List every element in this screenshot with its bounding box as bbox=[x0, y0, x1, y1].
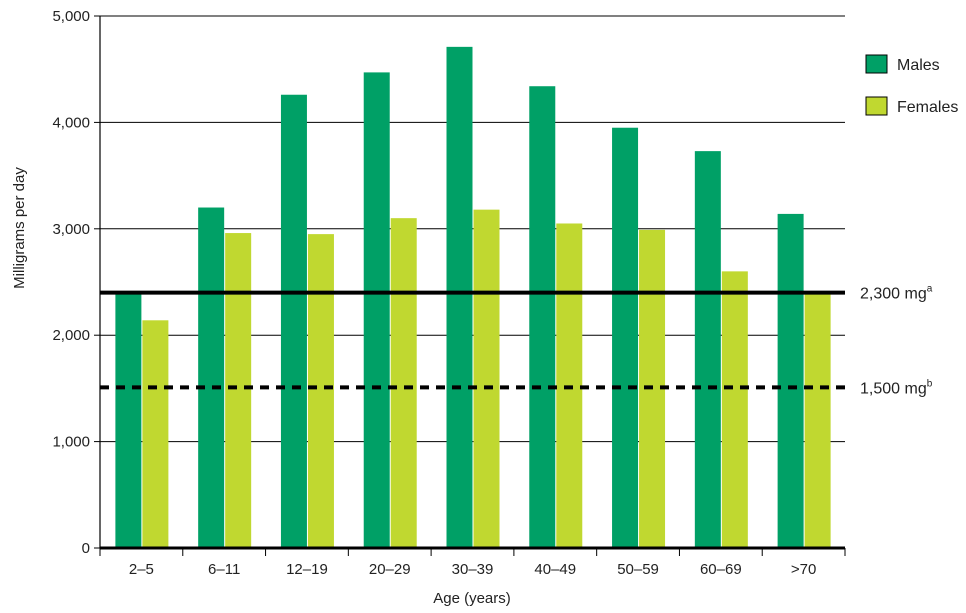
y-tick-label: 4,000 bbox=[52, 114, 90, 131]
reference-lines: 2,300 mga 1,500 mgb bbox=[100, 284, 933, 397]
x-tick-label: >70 bbox=[791, 561, 816, 578]
reference-line-label: 1,500 mgb bbox=[860, 378, 933, 397]
bar-males-7 bbox=[694, 151, 721, 549]
x-axis-title: Age (years) bbox=[433, 590, 511, 607]
x-tick-label: 40–49 bbox=[534, 561, 576, 578]
bar-males-2 bbox=[280, 94, 307, 549]
bars bbox=[115, 46, 831, 549]
bar-females-3 bbox=[390, 218, 417, 548]
bar-females-8 bbox=[804, 292, 831, 548]
axes bbox=[94, 15, 846, 556]
bar-males-0 bbox=[115, 292, 142, 548]
x-tick-label: 2–5 bbox=[129, 561, 154, 578]
bar-males-8 bbox=[777, 213, 804, 549]
x-tick-label: 50–59 bbox=[617, 561, 659, 578]
x-tick-label: 12–19 bbox=[286, 561, 328, 578]
bar-females-4 bbox=[473, 209, 500, 548]
legend-label-females: Females bbox=[897, 99, 958, 116]
y-tick-label: 5,000 bbox=[52, 8, 90, 25]
x-tick-label: 6–11 bbox=[208, 561, 240, 578]
y-tick-label: 1,000 bbox=[52, 434, 90, 451]
legend-swatch-males bbox=[865, 54, 888, 74]
bar-males-1 bbox=[198, 207, 225, 548]
x-tick-labels: 2–5 6–11 12–19 20–29 30–39 40–49 50–59 60–69 >70 bbox=[129, 561, 816, 578]
y-tick-labels: 0 1,000 2,000 3,000 4,000 5,000 bbox=[52, 8, 90, 557]
y-tick-label: 3,000 bbox=[52, 221, 90, 238]
x-tick-label: 20–29 bbox=[369, 561, 411, 578]
bar-females-0 bbox=[142, 320, 169, 548]
bar-males-6 bbox=[612, 127, 639, 548]
y-axis-title: Milligrams per day bbox=[11, 167, 28, 289]
legend: Males Females bbox=[865, 54, 958, 116]
legend-label-males: Males bbox=[897, 57, 940, 74]
x-tick-label: 60–69 bbox=[700, 561, 742, 578]
y-tick-label: 2,000 bbox=[52, 327, 90, 344]
legend-swatch-females bbox=[865, 96, 888, 116]
bar-females-1 bbox=[225, 233, 252, 548]
bar-males-5 bbox=[529, 86, 556, 548]
y-tick-label: 0 bbox=[82, 540, 90, 557]
reference-line-label: 2,300 mga bbox=[860, 284, 933, 303]
bar-females-7 bbox=[721, 271, 748, 548]
bar-males-3 bbox=[363, 72, 390, 548]
bar-males-4 bbox=[446, 46, 473, 549]
bar-females-2 bbox=[307, 234, 334, 548]
x-tick-label: 30–39 bbox=[452, 561, 494, 578]
